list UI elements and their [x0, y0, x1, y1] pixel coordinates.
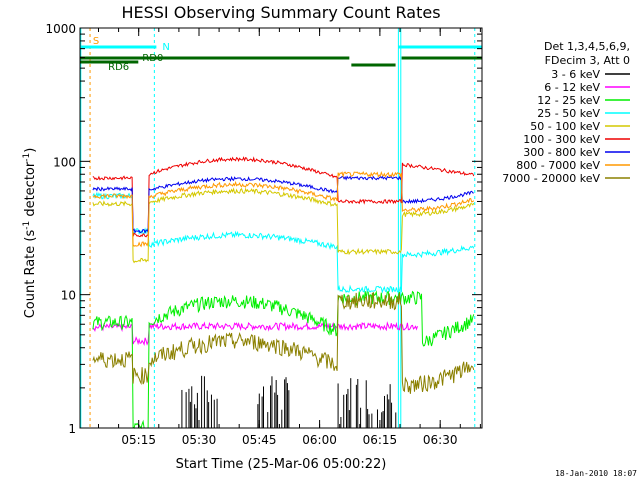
- flag-label: S: [93, 36, 99, 47]
- x-tick-label: 05:15: [121, 433, 156, 447]
- x-axis-label: Start Time (25-Mar-06 05:00:22): [176, 457, 387, 472]
- legend-header: Det 1,3,4,5,6,9,: [544, 40, 630, 53]
- x-tick-label: 06:00: [302, 433, 337, 447]
- x-tick-label: 05:45: [242, 433, 277, 447]
- y-tick-label: 100: [53, 155, 76, 169]
- series-line: [92, 321, 418, 346]
- timestamp: 18-Jan-2010 18:07: [555, 469, 637, 478]
- legend-label: 800 - 7000 keV: [516, 159, 600, 172]
- series-line: [92, 291, 475, 394]
- series-line: [92, 187, 475, 264]
- series-line: [92, 175, 474, 234]
- y-axis-label: Count Rate (s-1 detector-1): [22, 148, 38, 319]
- legend-label: 6 - 12 keV: [544, 81, 600, 94]
- flag-label: RD6: [108, 62, 129, 73]
- legend-label: 25 - 50 keV: [537, 107, 600, 120]
- series-line: [92, 156, 475, 238]
- legend-label: 100 - 300 keV: [523, 133, 600, 146]
- series-line: [92, 170, 475, 248]
- series-line: [92, 290, 475, 430]
- legend-header: FDecim 3, Att 0: [545, 54, 630, 67]
- y-tick-label: 1000: [45, 22, 76, 36]
- series-3-6kev: [181, 375, 397, 428]
- plot-frame: [79, 27, 483, 429]
- y-tick-label: 10: [61, 289, 76, 303]
- legend-label: 7000 - 20000 keV: [502, 172, 600, 185]
- y-tick-label: 1: [68, 422, 76, 436]
- flag-label: RD0: [142, 53, 163, 64]
- x-tick-label: 06:30: [423, 433, 458, 447]
- legend-label: 12 - 25 keV: [537, 94, 600, 107]
- chart-title: HESSI Observing Summary Count Rates: [121, 3, 440, 22]
- series-line: [92, 191, 475, 294]
- legend-label: 300 - 800 keV: [523, 146, 600, 159]
- flag-label: N: [162, 42, 169, 53]
- legend-label: 3 - 6 keV: [551, 68, 600, 81]
- x-tick-label: 05:30: [182, 433, 217, 447]
- legend-label: 50 - 100 keV: [530, 120, 600, 133]
- x-tick-label: 06:15: [363, 433, 398, 447]
